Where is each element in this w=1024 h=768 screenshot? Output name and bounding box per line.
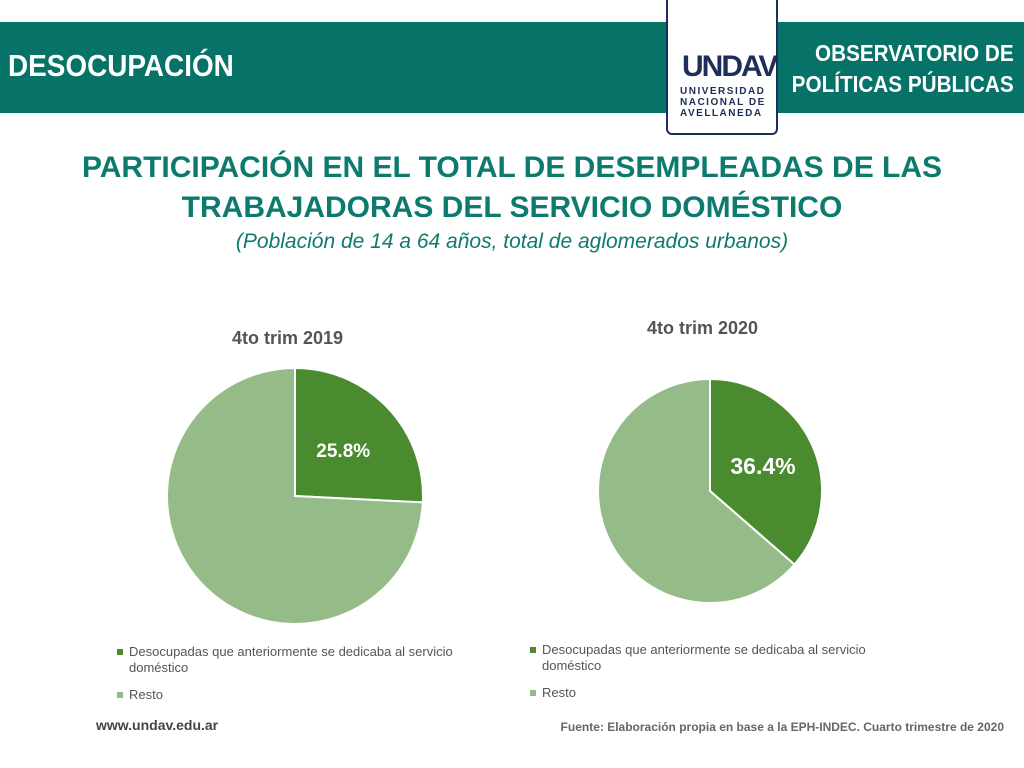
pie-title-2020: 4to trim 2020 bbox=[647, 318, 759, 338]
pie-data-label: 25.8% bbox=[316, 441, 370, 462]
legend-2020: Desocupadas que anteriormente se dedicab… bbox=[530, 642, 910, 712]
pie-slice bbox=[294, 366, 424, 504]
section-title: DESOCUPACIÓN bbox=[8, 48, 234, 83]
header-band bbox=[0, 22, 1024, 113]
legend-swatch bbox=[530, 690, 536, 696]
source-note: Fuente: Elaboración propia en base a la … bbox=[560, 720, 1004, 734]
legend-swatch bbox=[117, 692, 123, 698]
page-subtitle: (Población de 14 a 64 años, total de agl… bbox=[235, 230, 789, 253]
legend-swatch bbox=[530, 647, 536, 653]
undav-logo: UNDAV UNIVERSIDAD NACIONAL DE AVELLANEDA bbox=[666, 0, 778, 135]
pie-data-label: 36.4% bbox=[730, 453, 795, 479]
page-title: PARTICIPACIÓN EN EL TOTAL DE DESEMPLEADA… bbox=[81, 151, 943, 224]
website-link[interactable]: www.undav.edu.ar bbox=[96, 717, 219, 733]
observatory-title: OBSERVATORIO DE POLÍTICAS PÚBLICAS bbox=[792, 40, 1014, 97]
legend-2019: Desocupadas que anteriormente se dedicab… bbox=[117, 644, 497, 714]
legend-swatch bbox=[117, 649, 123, 655]
pie-title-2019: 4to trim 2019 bbox=[232, 328, 344, 348]
pie-slice bbox=[709, 377, 823, 566]
pie-slice bbox=[597, 377, 796, 604]
pie-slice bbox=[166, 366, 424, 625]
